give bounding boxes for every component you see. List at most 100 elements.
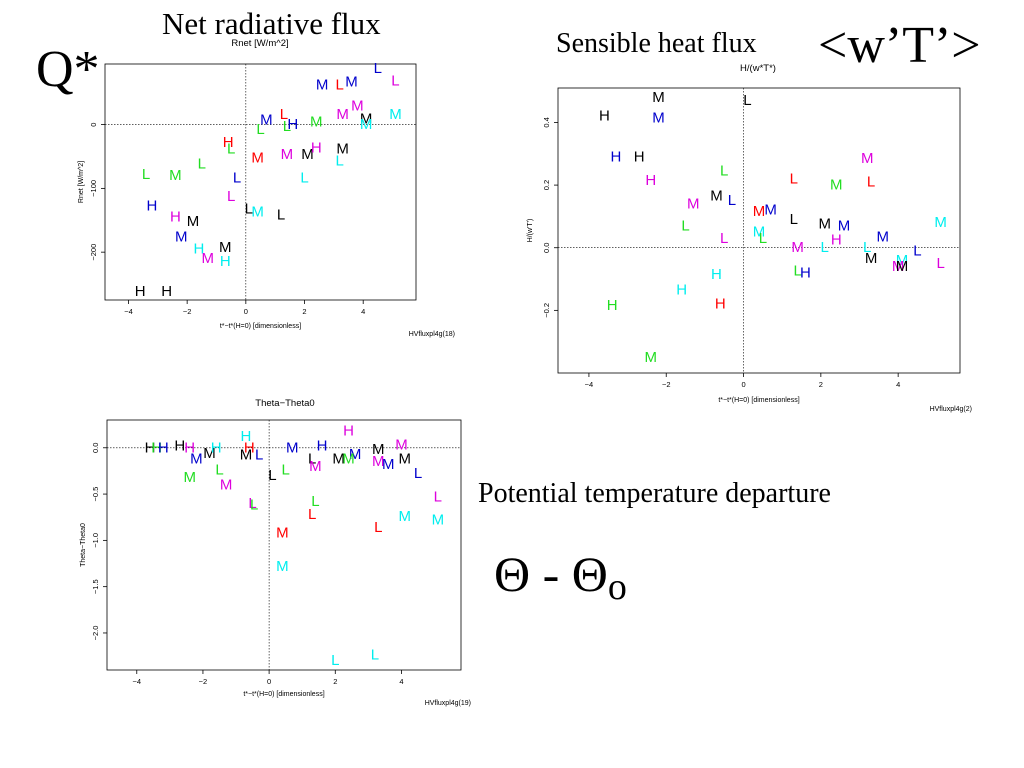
data-point-l: L — [937, 255, 945, 272]
data-point-h: H — [135, 283, 146, 300]
y-tick-label: −0.5 — [91, 487, 100, 502]
data-point-m: M — [652, 109, 665, 126]
data-point-m: M — [301, 146, 314, 163]
data-point-m: M — [219, 239, 232, 256]
data-point-l: L — [283, 118, 291, 135]
data-point-m: M — [818, 216, 831, 233]
data-point-l: L — [391, 73, 399, 90]
data-point-l: L — [434, 488, 442, 505]
data-point-m: M — [645, 349, 658, 366]
data-point-l: L — [913, 242, 921, 259]
data-point-h: H — [317, 437, 328, 454]
y-tick-label: 0.0 — [91, 443, 100, 453]
data-point-l: L — [743, 92, 751, 109]
data-point-h: H — [145, 439, 156, 456]
x-axis-label: t*−t*(H=0) [dimensionless] — [243, 691, 324, 698]
data-point-m: M — [240, 447, 253, 464]
x-tick-label: −4 — [585, 380, 594, 389]
data-point-m: M — [220, 476, 233, 493]
data-point-h: H — [211, 439, 222, 456]
data-point-m: M — [286, 439, 299, 456]
data-point-m: M — [187, 213, 200, 230]
chart-title: H/(w*T*) — [740, 63, 776, 74]
data-point-l: L — [256, 121, 264, 138]
data-point-m: M — [203, 445, 216, 462]
data-point-m: M — [309, 458, 322, 475]
data-point-l: L — [268, 467, 276, 484]
net-radiative-flux-heading: Net radiative flux — [162, 6, 381, 41]
data-point-m: M — [251, 203, 264, 220]
data-point-m: M — [332, 450, 345, 467]
data-point-m: M — [861, 150, 874, 167]
x-axis-label: t*−t*(H=0) [dimensionless] — [220, 323, 301, 330]
x-tick-label: 2 — [819, 380, 823, 389]
data-point-h: H — [800, 264, 811, 281]
data-point-m: M — [372, 441, 385, 458]
x-tick-label: 0 — [741, 380, 745, 389]
sensible-heat-scatter-chart: −4 −2 0 2 4 −0.2 0.0 0.2 0.4 H/(w*T*) t*−t*(H=0) [… — [527, 63, 972, 413]
data-point-h: H — [147, 198, 158, 215]
rnet-scatter-chart: −4 −2 0 2 4 −200 −100 0 Rnet [W/m^2] t*−t*(H=0) [… — [78, 38, 455, 338]
data-point-m: M — [183, 469, 196, 486]
data-point-m: M — [342, 450, 355, 467]
x-tick-label: −4 — [124, 307, 133, 316]
data-point-l: L — [720, 162, 728, 179]
theta-symbol-main: Θ - Θ — [494, 546, 608, 602]
data-point-m: M — [432, 512, 445, 529]
data-point-h: H — [599, 108, 610, 125]
data-point-m: M — [336, 106, 349, 123]
data-point-l: L — [728, 192, 736, 209]
data-point-l: L — [308, 506, 316, 523]
data-point-m: M — [830, 177, 843, 194]
data-point-h: H — [645, 172, 656, 189]
data-point-l: L — [336, 77, 344, 94]
data-point-m: M — [251, 149, 264, 166]
data-point-m: M — [276, 524, 289, 541]
data-point-m: M — [934, 214, 947, 231]
x-tick-label: −2 — [183, 307, 192, 316]
plot-frame — [557, 87, 961, 374]
x-tick-label: 4 — [361, 307, 365, 316]
potential-temperature-heading: Potential temperature departure — [478, 478, 831, 509]
data-point-l: L — [720, 230, 728, 247]
data-point-h: H — [715, 296, 726, 313]
data-point-l: L — [681, 217, 689, 234]
data-point-l: L — [374, 60, 382, 77]
data-point-h: H — [161, 283, 172, 300]
x-tick-label: 4 — [399, 677, 403, 686]
x-tick-label: −4 — [132, 677, 141, 686]
y-tick-label: −1.0 — [91, 533, 100, 548]
chart-title: Rnet [W/m^2] — [231, 38, 288, 49]
data-point-m: M — [372, 453, 385, 470]
x-tick-label: 4 — [896, 380, 900, 389]
data-point-l: L — [277, 207, 285, 224]
data-point-l: L — [308, 450, 316, 467]
data-point-h: H — [634, 148, 645, 165]
data-point-m: M — [360, 116, 373, 133]
data-point-m: M — [382, 456, 395, 473]
y-axis-label: H/(w'T') — [527, 219, 534, 243]
data-point-m: M — [876, 228, 889, 245]
data-point-h: H — [611, 148, 622, 165]
data-point-m: M — [838, 217, 851, 234]
data-point-l: L — [233, 170, 241, 187]
data-point-l: L — [255, 447, 263, 464]
data-point-m: M — [201, 250, 214, 267]
x-tick-label: 0 — [267, 677, 271, 686]
data-point-l: L — [331, 652, 339, 669]
data-point-h: H — [184, 439, 195, 456]
y-axis-label: Theta−Theta0 — [80, 523, 87, 567]
plot-frame — [106, 419, 462, 671]
y-tick-label: −2.0 — [91, 626, 100, 641]
chart-footer: HVfluxpl4g(18) — [409, 331, 455, 338]
y-tick-label: 0.2 — [542, 180, 551, 190]
data-point-m: M — [399, 450, 412, 467]
data-point-m: M — [345, 73, 358, 90]
data-point-m: M — [896, 258, 909, 275]
data-point-m: M — [360, 110, 373, 127]
data-point-l: L — [790, 211, 798, 228]
data-point-h: H — [151, 439, 162, 456]
data-point-m: M — [865, 250, 878, 267]
data-point-m: M — [399, 508, 412, 525]
data-point-h: H — [831, 231, 842, 248]
